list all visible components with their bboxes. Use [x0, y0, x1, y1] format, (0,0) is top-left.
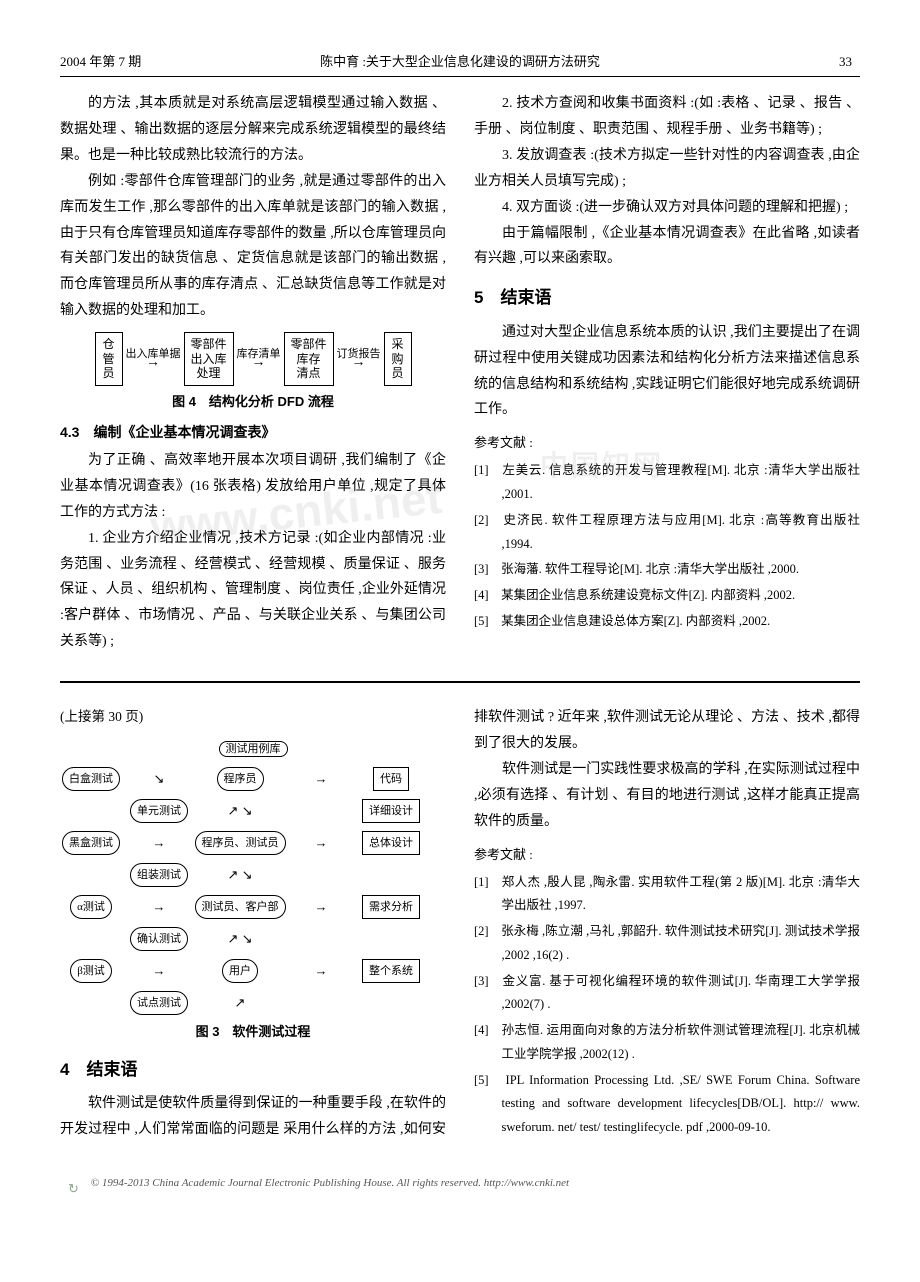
arrow-icon: → — [315, 836, 328, 849]
flow-edge-label: 库存清单 — [237, 349, 281, 370]
reference-item: [4] 某集团企业信息系统建设竞标文件[Z]. 内部资料 ,2002. — [474, 584, 860, 608]
header-title: 陈中育 :关于大型企业信息化建设的调研方法研究 — [180, 50, 740, 74]
figure-3-diagram: 测试用例库 白盒测试 ↘ 程序员 → 代码 单元测试 ↗ ↘ 详细设计 黑盒测试… — [60, 736, 446, 1016]
article-1-columns: 的方法 ,其本质就是对系统高层逻辑模型通过输入数据 、数据处理 、输出数据的逐层… — [60, 91, 860, 655]
diagram-node: 测试员、客户部 — [195, 895, 286, 919]
body-paragraph: 为了正确 、高效率地开展本次项目调研 ,我们编制了《企业基本情况调查表》(16 … — [60, 448, 446, 526]
reference-item: [3] 金义富. 基于可视化编程环境的软件测试[J]. 华南理工大学学报 ,20… — [474, 970, 860, 1018]
reference-item: [1] 郑人杰 ,殷人昆 ,陶永雷. 实用软件工程(第 2 版)[M]. 北京 … — [474, 871, 860, 919]
list-item: 4. 双方面谈 :(进一步确认双方对具体问题的理解和把握) ; — [474, 195, 860, 221]
diagram-node: 总体设计 — [362, 831, 420, 855]
body-paragraph: 的方法 ,其本质就是对系统高层逻辑模型通过输入数据 、数据处理 、输出数据的逐层… — [60, 91, 446, 169]
figure-4-caption: 图 4 结构化分析 DFD 流程 — [60, 390, 446, 414]
flow-node: 采 购 员 — [384, 332, 412, 386]
section-5-title: 5 结束语 — [474, 282, 860, 313]
diagram-node: 组装测试 — [130, 863, 188, 887]
list-item: 1. 企业方介绍企业情况 ,技术方记录 :(如企业内部情况 :业务范围 、业务流… — [60, 526, 446, 655]
diagram-node: 确认测试 — [130, 927, 188, 951]
continued-from: (上接第 30 页) — [60, 705, 446, 730]
arrow-icon: → — [315, 964, 328, 977]
reference-item: [4] 孙志恒. 运用面向对象的方法分析软件测试管理流程[J]. 北京机械工业学… — [474, 1019, 860, 1067]
reference-item: [2] 张永梅 ,陈立潮 ,马礼 ,郭韶升. 软件测试技术研究[J]. 测试技术… — [474, 920, 860, 968]
reference-item: [5] 某集团企业信息建设总体方案[Z]. 内部资料 ,2002. — [474, 610, 860, 634]
references-heading: 参考文献 : — [474, 431, 860, 455]
reference-item: [2] 史济民. 软件工程原理方法与应用[M]. 北京 :高等教育出版社 ,19… — [474, 509, 860, 557]
diagram-node: 单元测试 — [130, 799, 188, 823]
copyright-footer: © 1994-2013 China Academic Journal Elect… — [60, 1173, 860, 1193]
subsection-4-3-title: 4.3 编制《企业基本情况调查表》 — [60, 420, 446, 446]
section-4-title: 4 结束语 — [60, 1054, 446, 1085]
diagram-node: 整个系统 — [362, 959, 420, 983]
reference-item: [1] 左美云. 信息系统的开发与管理教程[M]. 北京 :清华大学出版社 ,2… — [474, 459, 860, 507]
list-item: 2. 技术方查阅和收集书面资料 :(如 :表格 、记录 、报告 、手册 、岗位制… — [474, 91, 860, 143]
flow-node: 零部件 库存 清点 — [284, 332, 334, 386]
diagram-node: 程序员 — [217, 767, 264, 791]
reference-item: [5] IPL Information Processing Ltd. ,SE/… — [474, 1069, 860, 1140]
flow-node: 仓 管 员 — [95, 332, 123, 386]
arrow-icon: ↘ — [154, 772, 165, 785]
arrow-icon: ↗ ↘ — [227, 804, 252, 817]
reference-item: [3] 张海藩. 软件工程导论[M]. 北京 :清华大学出版社 ,2000. — [474, 558, 860, 582]
diagram-node: α测试 — [70, 895, 112, 919]
footer-text: © 1994-2013 China Academic Journal Elect… — [91, 1177, 569, 1189]
article-divider — [60, 681, 860, 683]
diagram-node: 测试用例库 — [219, 741, 288, 757]
running-header: 2004 年第 7 期 陈中育 :关于大型企业信息化建设的调研方法研究 — [60, 50, 860, 77]
flow-node: 零部件 出入库 处理 — [184, 332, 234, 386]
flow-edge-label: 订货报告 — [337, 349, 381, 370]
arrow-icon: ↗ ↘ — [227, 868, 252, 881]
arrow-icon: ↗ ↘ — [227, 932, 252, 945]
arrow-icon: → — [315, 900, 328, 913]
diagram-node: 代码 — [373, 767, 409, 791]
diagram-node: 白盒测试 — [62, 767, 120, 791]
page-number: 33 — [839, 50, 852, 74]
arrow-icon: → — [153, 836, 166, 849]
body-paragraph: 通过对大型企业信息系统本质的认识 ,我们主要提出了在调研过程中使用关键成功因素法… — [474, 320, 860, 424]
references-heading: 参考文献 : — [474, 843, 860, 867]
header-issue: 2004 年第 7 期 — [60, 50, 180, 74]
diagram-node: 黑盒测试 — [62, 831, 120, 855]
flow-edge-label: 出入库单据 — [126, 349, 181, 370]
body-paragraph: 由于篇幅限制 ,《企业基本情况调查表》在此省略 ,如读者有兴趣 ,可以来函索取。 — [474, 221, 860, 273]
arrow-icon: ↗ — [235, 996, 246, 1009]
diagram-node: β测试 — [70, 959, 112, 983]
recycle-icon — [68, 1177, 82, 1191]
diagram-node: 用户 — [222, 959, 258, 983]
diagram-node: 程序员、测试员 — [195, 831, 286, 855]
list-item: 3. 发放调查表 :(技术方拟定一些针对性的内容调查表 ,由企业方相关人员填写完… — [474, 143, 860, 195]
diagram-node: 详细设计 — [362, 799, 420, 823]
body-paragraph: 例如 :零部件仓库管理部门的业务 ,就是通过零部件的出入库而发生工作 ,那么零部… — [60, 169, 446, 324]
article-2-columns: (上接第 30 页) 测试用例库 白盒测试 ↘ 程序员 → 代码 单元测试 ↗ … — [60, 705, 860, 1143]
diagram-node: 需求分析 — [362, 895, 420, 919]
diagram-node: 试点测试 — [130, 991, 188, 1015]
arrow-icon: → — [153, 964, 166, 977]
figure-4-diagram: 仓 管 员 出入库单据 零部件 出入库 处理 库存清单 零部件 库存 清点 订货… — [60, 332, 446, 386]
figure-3-caption: 图 3 软件测试过程 — [60, 1020, 446, 1044]
body-paragraph: 软件测试是一门实践性要求极高的学科 ,在实际测试过程中 ,必须有选择 、有计划 … — [474, 757, 860, 835]
arrow-icon: → — [315, 772, 328, 785]
arrow-icon: → — [153, 900, 166, 913]
